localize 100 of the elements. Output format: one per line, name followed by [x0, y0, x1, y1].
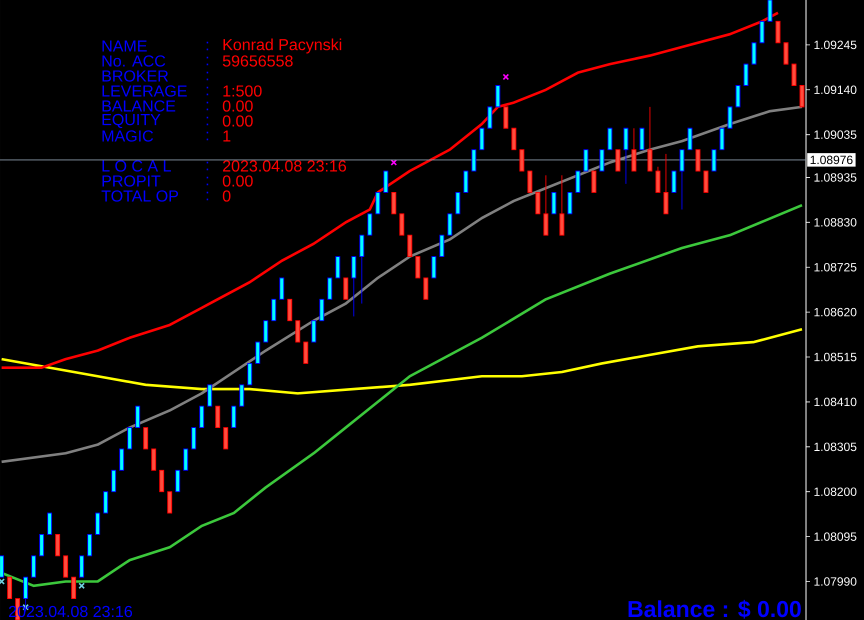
annotation: 1 [223, 130, 230, 142]
candlestick [800, 85, 804, 108]
candlestick [359, 234, 364, 304]
candlestick [680, 149, 684, 210]
candlestick [688, 128, 692, 150]
candlestick [183, 448, 188, 471]
candlestick [223, 427, 228, 450]
candlestick [760, 20, 764, 44]
candlestick [239, 384, 244, 407]
candlestick [247, 362, 252, 386]
annotation: 59656558 [222, 55, 293, 67]
candlestick [7, 576, 12, 600]
candlestick [95, 512, 100, 535]
candlestick [752, 42, 756, 65]
candlestick [415, 256, 420, 278]
candlestick [127, 427, 132, 450]
annotation: L O C A L [102, 160, 171, 172]
candlestick [704, 170, 708, 193]
line-series [0, 12, 780, 370]
y-tick-label: 1.07990 [814, 577, 856, 586]
y-tick-label: 1.08305 [814, 442, 856, 452]
candlestick [303, 342, 308, 364]
candlestick [31, 555, 36, 578]
candlestick [535, 192, 540, 214]
candlestick [615, 149, 620, 172]
annotation: : [206, 102, 208, 110]
candlestick [503, 106, 508, 129]
candlestick [367, 213, 372, 236]
candlestick [607, 128, 612, 150]
annotation: : [206, 162, 208, 170]
candlestick [559, 174, 564, 236]
candlestick [463, 170, 468, 193]
candlestick [175, 470, 180, 492]
annotation: : [206, 72, 208, 80]
candlestick [519, 149, 524, 172]
candlestick [543, 174, 548, 236]
candlestick [383, 170, 388, 193]
annotation: : [206, 86, 208, 96]
ref-line-label: 1.08976 [810, 156, 853, 164]
candlestick [167, 491, 172, 514]
candlestick [311, 320, 316, 342]
candlestick [343, 277, 348, 300]
candlestick [487, 106, 492, 129]
candlestick [375, 192, 380, 214]
candlestick [511, 128, 516, 150]
candlestick [623, 128, 628, 184]
annotation: 0.00 [222, 115, 253, 127]
candlestick [351, 256, 356, 317]
candlestick [712, 149, 716, 172]
candlestick [671, 170, 676, 193]
candlestick [479, 128, 484, 150]
candlestick [495, 85, 500, 108]
candlestick [159, 470, 164, 492]
candlestick [151, 448, 156, 471]
candlestick [295, 320, 300, 342]
candlestick [279, 277, 284, 300]
annotation: TOTAL OP [102, 190, 178, 202]
y-tick-label: 1.08830 [814, 218, 856, 227]
candlestick [768, 0, 772, 22]
candlestick [696, 149, 700, 172]
y-tick-label: 1.08095 [814, 532, 856, 541]
candlestick [319, 298, 324, 322]
candlestick [0, 555, 4, 578]
annotation: BROKER [102, 70, 168, 82]
candlestick [47, 512, 52, 535]
candlestick [551, 192, 556, 214]
point [502, 74, 510, 80]
annotation: Balance : $ 0.00 [628, 600, 801, 619]
candlestick [647, 106, 652, 172]
candlestick [792, 64, 796, 86]
candlestick [119, 448, 124, 471]
annotation: MAGIC [102, 130, 154, 142]
candlestick [447, 213, 452, 236]
annotation: No. ACC [102, 55, 166, 67]
candlestick [599, 149, 604, 172]
candlestick [63, 555, 68, 578]
annotation: BALANCE [102, 100, 176, 112]
candlestick [728, 106, 732, 129]
candlestick [191, 427, 196, 450]
annotation: 2023.04.08 23:16 [223, 160, 346, 172]
candlestick [736, 85, 740, 108]
candlestick [583, 149, 588, 172]
candlestick [431, 256, 436, 278]
candlestick [527, 170, 532, 193]
annotation: NAME [102, 40, 147, 52]
annotation: EQUITY [102, 114, 160, 128]
annotation: Konrad Pacynski [224, 38, 342, 54]
candlestick [439, 234, 444, 257]
y-tick-label: 1.08515 [814, 352, 856, 362]
y-tick-label: 1.08725 [814, 262, 856, 272]
y-tick-label: 1.08935 [814, 173, 856, 182]
y-tick-label: 1.08200 [814, 487, 856, 496]
candlestick [231, 406, 236, 428]
annotation: : [206, 56, 208, 66]
candlestick [784, 42, 788, 65]
candlestick [575, 170, 580, 193]
annotation: : [206, 42, 208, 50]
candlestick [143, 427, 148, 450]
candlestick [79, 555, 84, 578]
candlestick [207, 384, 212, 407]
